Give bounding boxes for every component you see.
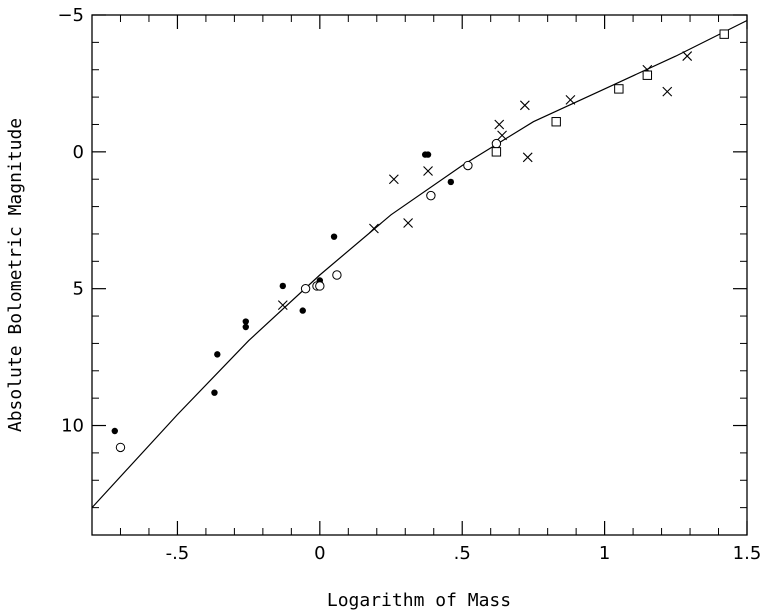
x-axis-title: Logarithm of Mass xyxy=(327,590,511,611)
fit-line xyxy=(91,19,748,509)
x-tick-label: 0 xyxy=(314,543,325,564)
cross-stroke xyxy=(423,166,433,176)
cross-point xyxy=(369,223,379,234)
filled-circle-point xyxy=(447,178,455,186)
cross-point xyxy=(423,166,433,176)
y-tick-label: −5 xyxy=(57,5,84,26)
filled-circle-point xyxy=(330,233,338,240)
y-tick-labels: −5 0 5 10 xyxy=(57,5,84,437)
open-square-point xyxy=(719,29,729,39)
x-tick-labels: -.5 0 .5 1 1.5 xyxy=(166,543,762,564)
open-square-point xyxy=(642,70,653,80)
filled-circle-point xyxy=(242,318,249,325)
cross-point xyxy=(277,300,288,310)
cross-stroke xyxy=(519,100,530,111)
y-tick-label: 5 xyxy=(73,279,84,300)
x-tick-label: 1 xyxy=(599,543,610,564)
cross-stroke xyxy=(494,119,505,130)
cross-point xyxy=(519,100,530,111)
filled-circle-point xyxy=(279,282,287,290)
minor-ticks xyxy=(91,15,747,536)
cross-stroke xyxy=(277,300,288,310)
filled-circle-point xyxy=(242,323,249,331)
open-circle-point xyxy=(300,283,311,294)
cross-point xyxy=(662,86,673,97)
open-circle-point xyxy=(463,160,473,171)
cross-stroke xyxy=(369,223,379,234)
cross-point xyxy=(403,218,413,228)
filled-circle-point xyxy=(211,389,218,396)
cross-stroke xyxy=(565,94,576,105)
data-points xyxy=(111,29,729,453)
cross-point xyxy=(682,51,693,61)
open-circle-point xyxy=(115,442,126,453)
cross-point xyxy=(522,152,533,163)
x-tick-label: 1.5 xyxy=(733,543,762,564)
open-square-point xyxy=(551,117,561,127)
filled-circle-point xyxy=(111,427,118,435)
cross-point xyxy=(565,94,576,105)
open-circle-point xyxy=(332,270,342,280)
cross-stroke xyxy=(662,86,673,97)
y-axis-title: Absolute Bolometric Magnitude xyxy=(5,118,26,432)
y-tick-label: 0 xyxy=(73,142,84,163)
x-tick-label: .5 xyxy=(454,543,471,564)
filled-circle-point xyxy=(424,151,432,158)
cross-point xyxy=(494,119,505,130)
plot-frame xyxy=(91,14,748,536)
open-circle-point xyxy=(491,138,502,149)
open-circle-point xyxy=(426,190,436,201)
major-ticks xyxy=(92,14,748,535)
y-tick-label: 10 xyxy=(61,416,84,437)
x-tick-label: -.5 xyxy=(166,543,190,564)
cross-point xyxy=(388,174,399,185)
cross-point xyxy=(497,130,507,141)
cross-stroke xyxy=(682,51,693,61)
open-square-point xyxy=(491,147,502,157)
cross-stroke xyxy=(403,218,413,228)
cross-stroke xyxy=(497,130,507,141)
filled-circle-point xyxy=(299,307,306,314)
open-circle-point xyxy=(315,281,325,291)
filled-circle-point xyxy=(214,351,221,358)
cross-stroke xyxy=(388,174,399,185)
cross-stroke xyxy=(522,152,533,163)
open-square-point xyxy=(614,84,624,94)
